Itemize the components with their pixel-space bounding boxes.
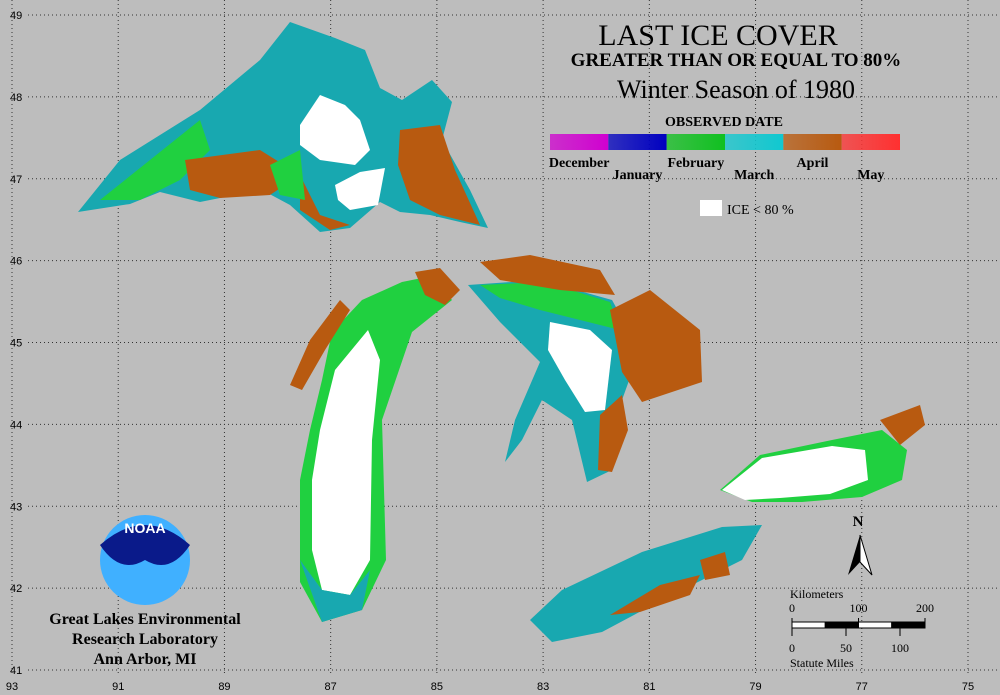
legend-label: April: [797, 156, 829, 171]
legend-label: February: [667, 156, 724, 171]
scale-label: 0: [789, 641, 795, 655]
ice-patch: [185, 150, 300, 198]
lon-label: 93: [6, 681, 18, 693]
ice-free-area: [335, 168, 385, 210]
lake-erie: [530, 525, 762, 642]
logo-text: NOAA: [124, 520, 165, 536]
ice-patch: [300, 175, 350, 230]
lon-label: 81: [643, 681, 655, 693]
north-label: N: [853, 514, 864, 530]
lat-label: 42: [10, 583, 22, 595]
legend-swatch: [783, 134, 842, 150]
ice-label: ICE < 80 %: [727, 203, 794, 218]
ice-patch: [100, 120, 210, 200]
lat-label: 48: [10, 92, 22, 104]
scale-segment: [824, 621, 859, 629]
lon-label: 85: [431, 681, 443, 693]
title: LAST ICE COVER: [598, 19, 837, 52]
ice-patch: [415, 268, 460, 305]
credit: Research Laboratory: [72, 631, 218, 648]
legend-swatch: [666, 134, 725, 150]
ice-free-area: [300, 95, 370, 165]
lon-label: 83: [537, 681, 549, 693]
ice-free-area: [722, 446, 868, 500]
legend-swatch: [608, 134, 667, 150]
legend-swatch: [841, 134, 900, 150]
ice-patch: [300, 560, 370, 622]
scale-label: 0: [789, 601, 795, 615]
north-arrow: [848, 535, 860, 575]
season: Winter Season of 1980: [617, 75, 855, 104]
scale-label: 50: [840, 641, 852, 655]
lat-label: 45: [10, 338, 22, 350]
scale-label: 200: [916, 601, 934, 615]
credit: Ann Arbor, MI: [94, 651, 197, 668]
subtitle: GREATER THAN OR EQUAL TO 80%: [571, 50, 902, 71]
legend-title: OBSERVED DATE: [665, 115, 783, 130]
scale-label: 100: [891, 641, 909, 655]
lat-label: 44: [10, 419, 22, 431]
scale-segment: [791, 621, 826, 629]
legend-label: January: [613, 168, 663, 183]
north-channel: [480, 255, 615, 295]
credit: Great Lakes Environmental: [49, 611, 241, 628]
scale-segment: [891, 621, 926, 629]
scale-bar: 0 100 200 0 50 100: [789, 601, 934, 655]
legend-swatch: [725, 134, 784, 150]
ice-patch: [398, 125, 480, 225]
scale-label: 100: [850, 601, 868, 615]
ice-swatch: [700, 200, 722, 216]
lat-label: 43: [10, 501, 22, 513]
ice-free-area: [548, 322, 612, 412]
ice-free-area: [312, 330, 380, 595]
lake-huron: [468, 280, 640, 482]
georgian-bay: [610, 290, 702, 402]
lat-label: 49: [10, 10, 22, 22]
lon-label: 79: [749, 681, 761, 693]
north-arrow: [859, 534, 873, 576]
legend-label: May: [857, 168, 884, 183]
ice-patch: [610, 575, 700, 615]
ice-patch: [880, 405, 925, 445]
ice-patch: [700, 552, 730, 580]
ice-patch: [480, 282, 620, 330]
ice-patch: [270, 150, 305, 200]
lat-label: 41: [10, 665, 22, 677]
scale-km-label: Kilometers: [790, 587, 844, 601]
legend-label: March: [734, 168, 774, 183]
scale-mi-label: Statute Miles: [790, 656, 854, 670]
lat-label: 47: [10, 174, 22, 186]
legend-swatch: [550, 134, 609, 150]
legend-label: December: [549, 156, 610, 171]
lon-label: 77: [856, 681, 868, 693]
logo-bird: [100, 525, 190, 565]
lat-label: 46: [10, 256, 22, 268]
lon-label: 87: [325, 681, 337, 693]
scale-segment: [858, 621, 893, 629]
lon-label: 75: [962, 681, 974, 693]
ice-patch: [598, 395, 628, 472]
lon-label: 91: [112, 681, 124, 693]
lon-label: 89: [218, 681, 230, 693]
green-bay: [290, 300, 350, 390]
